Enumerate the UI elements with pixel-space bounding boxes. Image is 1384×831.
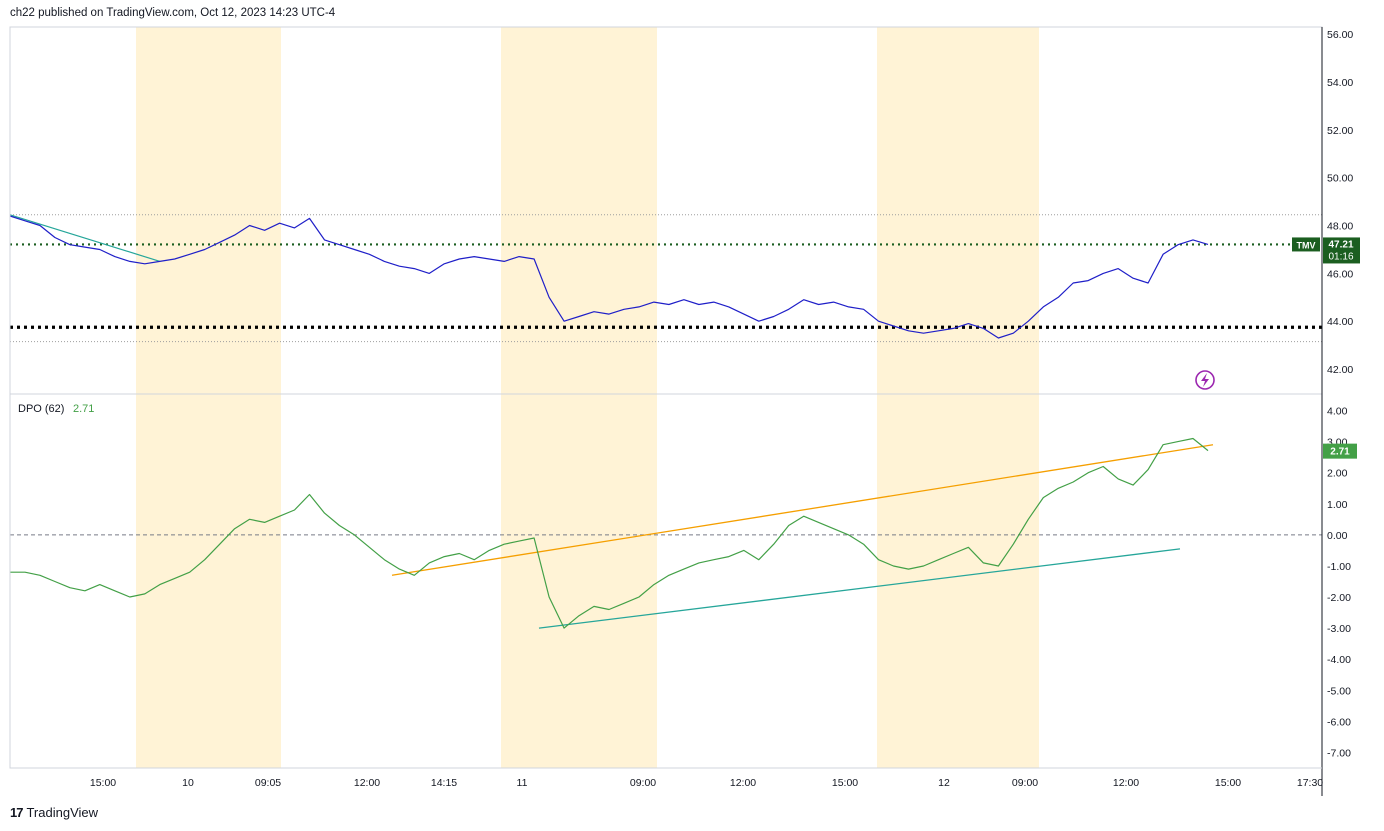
dpo-tick-label: -6.00: [1327, 716, 1351, 728]
dpo-lower-trendline: [538, 548, 1181, 629]
dpo-tick-label: 2.00: [1327, 468, 1348, 480]
price-tick-label: 48.00: [1327, 221, 1353, 233]
price-tick-label: 56.00: [1327, 29, 1353, 41]
dpo-upper-trendline: [391, 444, 1214, 576]
price-tick-label: 54.00: [1327, 77, 1353, 89]
lightning-icon[interactable]: [1195, 370, 1215, 390]
session-shade-1: [501, 27, 657, 768]
price-tick-label: 52.00: [1327, 125, 1353, 137]
dpo-tick-label: -2.00: [1327, 592, 1351, 604]
dpo-line: [10, 437, 1209, 629]
time-tick-label: 09:00: [1012, 777, 1038, 789]
time-tick-label: 15:00: [832, 777, 858, 789]
dpo-legend-title[interactable]: DPO (62): [18, 403, 64, 415]
price-line: [9, 215, 1209, 339]
time-tick-label: 17:30: [1297, 777, 1323, 789]
time-tick-label: 14:15: [431, 777, 457, 789]
dpo-tick-label: -5.00: [1327, 685, 1351, 697]
time-tick-label: 12:00: [730, 777, 756, 789]
last-price-badge: 47.21: [1328, 239, 1353, 250]
axes: [9, 26, 1323, 796]
last-price-badge-bg: [1323, 237, 1360, 264]
tradingview-logo-icon: 17: [10, 805, 24, 820]
trendlines[interactable]: [9, 214, 1214, 629]
dpo-value-badge: 2.71: [1330, 447, 1350, 458]
session-shading: [136, 27, 1039, 768]
time-tick-label: 09:00: [630, 777, 656, 789]
price-pane-levels: [10, 214, 1322, 343]
dpo-tick-label: 0.00: [1327, 530, 1348, 542]
time-tick-label: 15:00: [90, 777, 116, 789]
dpo-tick-label: -4.00: [1327, 654, 1351, 666]
price-tick-label: 50.00: [1327, 173, 1353, 185]
dpo-tick-label: -3.00: [1327, 623, 1351, 635]
time-tick-label: 12:00: [354, 777, 380, 789]
time-tick-label: 09:05: [255, 777, 281, 789]
time-tick-label: 15:00: [1215, 777, 1241, 789]
symbol-badge: TMV: [1297, 240, 1316, 250]
dpo-tick-label: 4.00: [1327, 406, 1348, 418]
price-trendline: [9, 214, 161, 263]
price-tick-label: 46.00: [1327, 268, 1353, 280]
dpo-legend-value: 2.71: [73, 403, 94, 415]
countdown-badge: 01:16: [1328, 251, 1353, 262]
symbol-badge-bg: [1292, 237, 1320, 252]
dpo-tick-label: -1.00: [1327, 561, 1351, 573]
time-tick-label: 11: [517, 777, 528, 789]
brand-name: TradingView: [26, 805, 99, 820]
publish-line: ch22 published on TradingView.com, Oct 1…: [10, 7, 336, 19]
footer-brand[interactable]: 17 TradingView: [10, 805, 98, 820]
session-shade-2: [877, 27, 1039, 768]
time-tick-label: 12: [938, 777, 950, 789]
session-shade-0: [136, 27, 281, 768]
dpo-badge-bg: [1323, 443, 1357, 459]
price-tick-label: 42.00: [1327, 364, 1353, 376]
time-tick-label: 12:00: [1113, 777, 1139, 789]
dpo-tick-label: 1.00: [1327, 499, 1348, 511]
series-lines: [9, 215, 1209, 629]
axis-labels: 56.00 54.00 52.00 50.00 48.00 46.00 44.00 42.00…: [90, 29, 1354, 789]
price-tick-label: 44.00: [1327, 316, 1353, 328]
dpo-tick-label: -7.00: [1327, 747, 1351, 759]
time-tick-label: 10: [182, 777, 194, 789]
